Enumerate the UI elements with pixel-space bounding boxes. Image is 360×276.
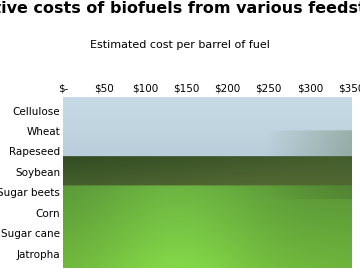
Text: $305: $305 [283,105,312,116]
Text: Data source: Goldman Sachs
via the Wall Street Journal (Aug 24, 2007)
chart by m: Data source: Goldman Sachs via the Wall … [136,207,349,240]
Bar [63,125,166,137]
Bar [63,166,163,178]
Text: $125: $125 [135,147,164,156]
Bar [63,248,98,260]
Bar [63,104,314,117]
Text: $100: $100 [114,187,144,197]
Bar [63,186,145,198]
Text: Estimated cost per barrel of fuel: Estimated cost per barrel of fuel [90,40,270,50]
Text: $45: $45 [77,228,98,238]
Text: $122: $122 [133,167,162,177]
Bar [63,145,166,158]
Text: $83: $83 [108,208,130,218]
Text: $125: $125 [135,126,164,136]
Text: $43: $43 [75,249,97,259]
Bar [63,227,100,240]
Bar [63,207,131,219]
Text: Relative costs of biofuels from various feedstocks: Relative costs of biofuels from various … [0,1,360,16]
